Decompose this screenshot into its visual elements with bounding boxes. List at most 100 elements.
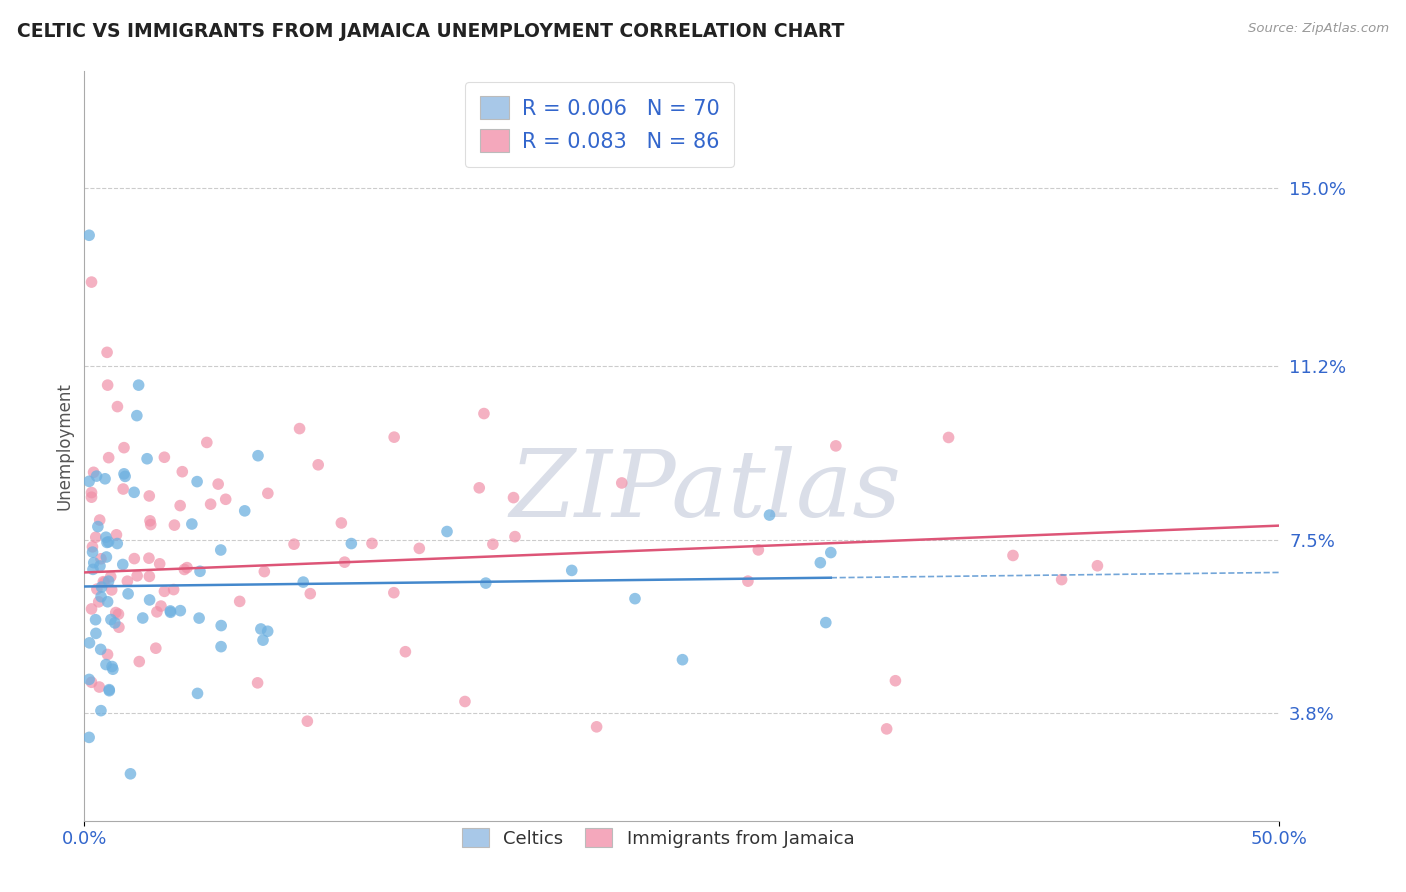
Point — [127, 569, 149, 583]
Point — [90, 642, 112, 657]
Point — [307, 458, 329, 472]
Point — [173, 562, 195, 576]
Point — [93, 574, 115, 589]
Point — [330, 516, 353, 530]
Point — [292, 575, 315, 590]
Point — [124, 551, 146, 566]
Point — [97, 534, 120, 549]
Point — [186, 686, 208, 700]
Point — [814, 615, 837, 630]
Point — [138, 593, 160, 607]
Point — [153, 450, 176, 465]
Point — [475, 576, 498, 591]
Point — [163, 518, 186, 533]
Point — [136, 451, 159, 466]
Point — [297, 714, 319, 729]
Point — [209, 618, 232, 632]
Point — [93, 575, 115, 590]
Point — [96, 535, 118, 549]
Point — [89, 680, 111, 694]
Point — [120, 767, 142, 781]
Point — [1001, 549, 1024, 563]
Point — [1087, 558, 1109, 573]
Point — [83, 556, 105, 570]
Point — [737, 574, 759, 589]
Point — [209, 543, 232, 558]
Point — [87, 595, 110, 609]
Point — [408, 541, 430, 556]
Point — [333, 555, 356, 569]
Point — [83, 465, 105, 479]
Point — [824, 439, 846, 453]
Point — [159, 604, 181, 618]
Point — [146, 605, 169, 619]
Point — [299, 587, 322, 601]
Point — [162, 582, 184, 597]
Point — [122, 485, 145, 500]
Point — [114, 469, 136, 483]
Point — [80, 675, 103, 690]
Point — [138, 489, 160, 503]
Point — [169, 604, 191, 618]
Point — [132, 611, 155, 625]
Point — [884, 673, 907, 688]
Point — [454, 694, 477, 708]
Point — [77, 228, 100, 243]
Point — [876, 722, 898, 736]
Point — [207, 477, 229, 491]
Point — [104, 615, 127, 630]
Point — [188, 564, 211, 578]
Point — [472, 407, 495, 421]
Point — [104, 606, 127, 620]
Point — [176, 560, 198, 574]
Text: ZIPatlas: ZIPatlas — [510, 446, 901, 536]
Point — [97, 574, 120, 589]
Point — [808, 556, 831, 570]
Point — [128, 378, 150, 392]
Point — [180, 516, 202, 531]
Point — [77, 673, 100, 687]
Point — [938, 430, 960, 444]
Point — [252, 633, 274, 648]
Point — [149, 599, 172, 613]
Point — [256, 486, 278, 500]
Point — [82, 545, 104, 559]
Point — [97, 595, 120, 609]
Point — [256, 624, 278, 639]
Point — [503, 530, 526, 544]
Point — [79, 636, 101, 650]
Point — [361, 536, 384, 550]
Point — [90, 551, 112, 566]
Point — [90, 590, 112, 604]
Point — [97, 378, 120, 392]
Point — [172, 465, 194, 479]
Point — [169, 499, 191, 513]
Legend: Celtics, Immigrants from Jamaica: Celtics, Immigrants from Jamaica — [453, 819, 863, 856]
Point — [98, 683, 121, 698]
Point — [86, 469, 108, 483]
Point — [90, 580, 112, 594]
Point — [77, 731, 100, 745]
Point — [117, 574, 139, 589]
Point — [195, 435, 218, 450]
Point — [159, 605, 181, 619]
Point — [107, 400, 129, 414]
Point — [215, 492, 238, 507]
Point — [585, 720, 607, 734]
Point — [100, 569, 122, 583]
Point — [94, 657, 117, 672]
Y-axis label: Unemployment: Unemployment — [55, 382, 73, 510]
Point — [233, 504, 256, 518]
Point — [200, 497, 222, 511]
Point — [105, 536, 128, 550]
Point — [96, 345, 118, 359]
Point — [84, 613, 107, 627]
Point — [84, 626, 107, 640]
Point — [105, 528, 128, 542]
Point — [86, 582, 108, 596]
Point — [125, 409, 148, 423]
Point — [94, 530, 117, 544]
Point — [610, 475, 633, 490]
Point — [482, 537, 505, 551]
Text: CELTIC VS IMMIGRANTS FROM JAMAICA UNEMPLOYMENT CORRELATION CHART: CELTIC VS IMMIGRANTS FROM JAMAICA UNEMPL… — [17, 22, 844, 41]
